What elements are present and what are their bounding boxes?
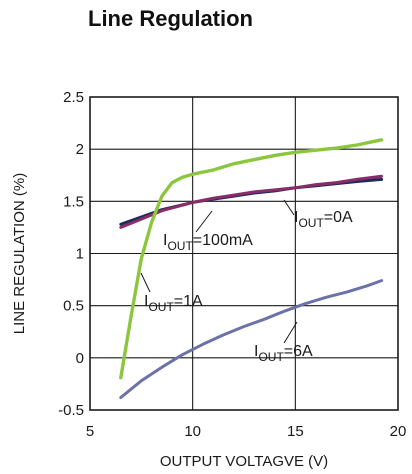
y-tick-label: 1 bbox=[76, 246, 84, 263]
plot-frame bbox=[89, 96, 399, 411]
y-tick-label: 0 bbox=[76, 350, 84, 367]
y-tick-label: -0.5 bbox=[58, 402, 84, 419]
grid-layer bbox=[90, 97, 398, 410]
y-axis-title: LINE REGULATION (%) bbox=[11, 173, 28, 334]
x-tick-label: 5 bbox=[86, 423, 94, 440]
y-tick-label: 1.5 bbox=[63, 193, 84, 210]
series-label-3: IOUT=6A bbox=[254, 343, 313, 364]
series-layer bbox=[119, 138, 384, 399]
series-label-1: IOUT=100mA bbox=[163, 232, 253, 253]
series-label-2: IOUT=1A bbox=[144, 293, 203, 314]
series-label-0: IOUT=0A bbox=[294, 209, 353, 230]
annotation-leader bbox=[283, 321, 298, 344]
tick-layer: 5 10 15 20 -0.5 0 0.5 1 1.5 2 2.5 bbox=[58, 89, 406, 440]
annotation-layer: IOUT=0A IOUT=100mA IOUT=1A IOUT=6A bbox=[140, 199, 353, 364]
x-tick-label: 15 bbox=[287, 423, 304, 440]
series-line-3 bbox=[119, 279, 384, 399]
series-line-1 bbox=[119, 174, 384, 229]
chart-title: Line Regulation bbox=[88, 6, 253, 31]
x-tick-label: 20 bbox=[390, 423, 407, 440]
annotation-leader bbox=[283, 199, 295, 216]
annotation-leader bbox=[140, 272, 151, 293]
annotation-leader bbox=[195, 210, 213, 233]
y-tick-label: 2 bbox=[76, 141, 84, 158]
y-tick-label: 2.5 bbox=[63, 89, 84, 106]
x-tick-label: 10 bbox=[184, 423, 201, 440]
y-tick-label: 0.5 bbox=[63, 298, 84, 315]
x-axis-title: OUTPUT VOLTAGVE (V) bbox=[160, 453, 328, 470]
series-line-2 bbox=[119, 138, 384, 380]
